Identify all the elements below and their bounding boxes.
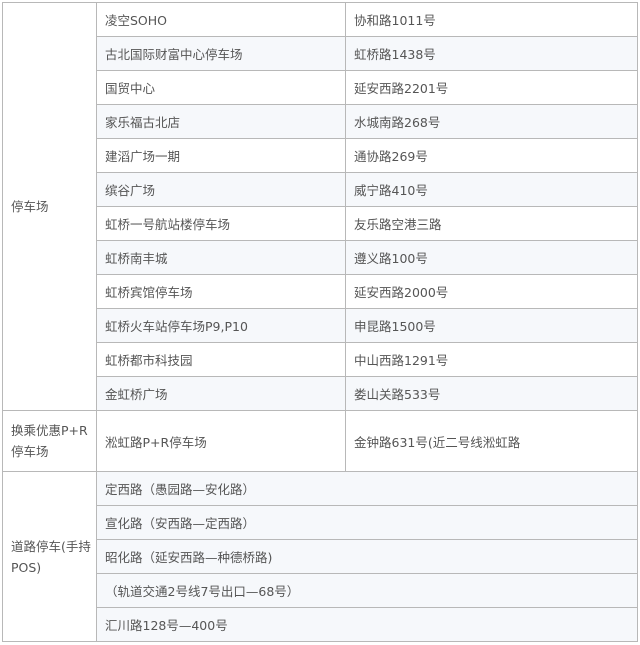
table-row: 换乘优惠P+R停车场 淞虹路P+R停车场 金钟路631号(近二号线淞虹路 <box>2 410 638 472</box>
address-cell: 威宁路410号 <box>345 172 638 207</box>
category-cell: 换乘优惠P+R停车场 <box>2 410 97 472</box>
table-row: 古北国际财富中心停车场 虹桥路1438号 <box>3 36 638 71</box>
location-name-cell: 金虹桥广场 <box>96 376 346 411</box>
table-row: 虹桥一号航站楼停车场 友乐路空港三路 <box>3 206 638 241</box>
address-cell: 娄山关路533号 <box>345 376 638 411</box>
address-cell: 中山西路1291号 <box>345 342 638 377</box>
location-name-cell: 昭化路（延安西路—种德桥路) <box>96 539 638 574</box>
table-row: 国贸中心 延安西路2201号 <box>3 70 638 105</box>
location-name-cell: （轨道交通2号线7号出口—68号） <box>96 573 638 608</box>
location-name-cell: 国贸中心 <box>96 70 346 105</box>
address-cell: 虹桥路1438号 <box>345 36 638 71</box>
address-cell: 遵义路100号 <box>345 240 638 275</box>
table-row: 虹桥南丰城 遵义路100号 <box>3 240 638 275</box>
table-row: 虹桥火车站停车场P9,P10 申昆路1500号 <box>3 308 638 343</box>
table-row: 缤谷广场 威宁路410号 <box>3 172 638 207</box>
address-cell: 延安西路2000号 <box>345 274 638 309</box>
address-cell: 通协路269号 <box>345 138 638 173</box>
table-row: 虹桥都市科技园 中山西路1291号 <box>3 342 638 377</box>
address-cell: 协和路1011号 <box>345 2 638 37</box>
table-row: 宣化路（安西路—定西路） <box>3 505 638 540</box>
location-name-cell: 凌空SOHO <box>96 2 346 37</box>
location-name-cell: 虹桥南丰城 <box>96 240 346 275</box>
table-row: 虹桥宾馆停车场 延安西路2000号 <box>3 274 638 309</box>
location-name-cell: 家乐福古北店 <box>96 104 346 139</box>
address-cell: 申昆路1500号 <box>345 308 638 343</box>
table-row: 家乐福古北店 水城南路268号 <box>3 104 638 139</box>
location-name-cell: 虹桥都市科技园 <box>96 342 346 377</box>
table-row: 停车场 凌空SOHO 协和路1011号 <box>2 2 638 411</box>
address-cell: 延安西路2201号 <box>345 70 638 105</box>
table-row: 建滔广场一期 通协路269号 <box>3 138 638 173</box>
location-name-cell: 虹桥一号航站楼停车场 <box>96 206 346 241</box>
location-name-cell: 宣化路（安西路—定西路） <box>96 505 638 540</box>
location-name-cell: 古北国际财富中心停车场 <box>96 36 346 71</box>
category-cell: 道路停车(手持POS) <box>2 471 97 642</box>
address-cell: 金钟路631号(近二号线淞虹路 <box>345 410 638 472</box>
location-name-cell: 建滔广场一期 <box>96 138 346 173</box>
location-name-cell: 定西路（愚园路—安化路） <box>96 471 638 506</box>
table-row: 汇川路128号—400号 <box>3 607 638 642</box>
table-row: 道路停车(手持POS) 定西路（愚园路—安化路） <box>2 471 638 642</box>
location-name-cell: 虹桥火车站停车场P9,P10 <box>96 308 346 343</box>
location-name-cell: 淞虹路P+R停车场 <box>96 410 346 472</box>
location-name-cell: 虹桥宾馆停车场 <box>96 274 346 309</box>
location-name-cell: 汇川路128号—400号 <box>96 607 638 642</box>
table-row: （轨道交通2号线7号出口—68号） <box>3 573 638 608</box>
table-row: 昭化路（延安西路—种德桥路) <box>3 539 638 574</box>
table-row: 金虹桥广场 娄山关路533号 <box>3 376 638 411</box>
address-cell: 友乐路空港三路 <box>345 206 638 241</box>
category-cell: 停车场 <box>2 2 97 411</box>
location-name-cell: 缤谷广场 <box>96 172 346 207</box>
address-cell: 水城南路268号 <box>345 104 638 139</box>
